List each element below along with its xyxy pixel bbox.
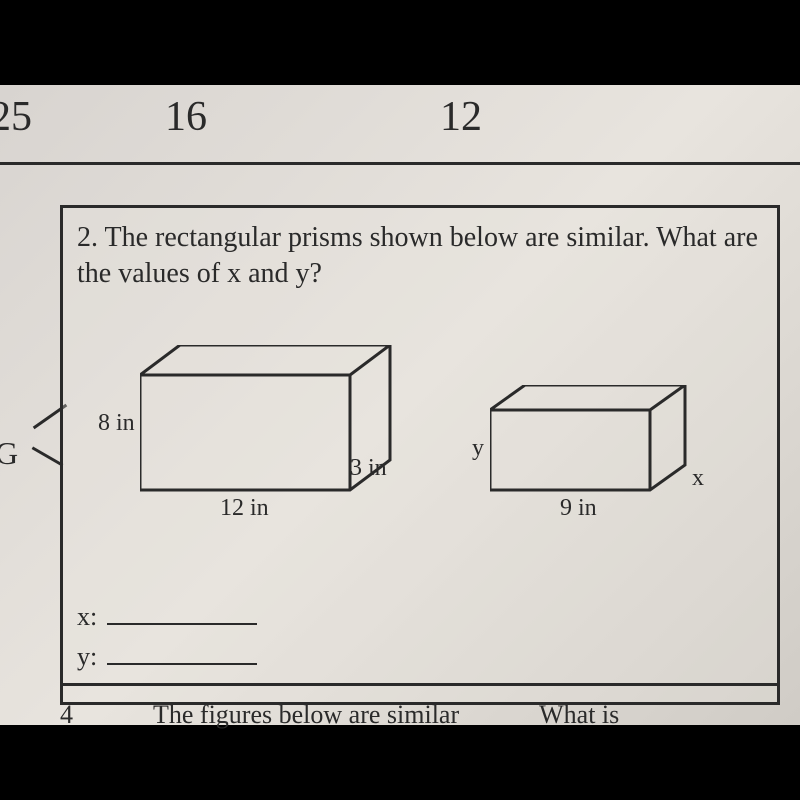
prism2-length-label: 9 in [560,495,597,522]
answer-y-row: y: [77,642,257,672]
next-problem-fragment: 4 The figures below are similar What is [60,683,780,730]
prism-2-svg [490,385,690,495]
answer-x-row: x: [77,602,257,632]
problem-statement: The rectangular prisms shown below are s… [77,222,758,289]
y-label: y: [77,642,97,672]
top-number-25: 25 [0,93,32,141]
prism1-height-label: 8 in [98,410,135,437]
prism2-depth-label: x [692,465,704,492]
y-blank [107,645,257,665]
previous-problem-row: 25 16 12 [0,85,800,165]
bottom-text1: The figures below are similar [153,700,459,730]
bottom-text2: What is [539,700,619,730]
prism2-height-label: y [472,435,484,462]
x-blank [107,605,257,625]
problem-number: 2. [77,222,98,253]
x-label: x: [77,602,97,632]
problem-text: 2. The rectangular prisms shown below ar… [77,220,763,293]
prism1-length-label: 12 in [220,495,269,522]
top-number-12: 12 [440,93,482,141]
prism1-depth-label: 3 in [350,455,387,482]
answer-area: x: y: [77,602,257,682]
left-fragment-line2 [32,446,64,466]
top-number-16: 16 [165,93,207,141]
left-fragment-g: G [0,435,18,472]
worksheet-photo: 25 16 12 G 2. The rectangular prisms sho… [0,85,800,725]
bottom-num: 4 [60,700,73,730]
